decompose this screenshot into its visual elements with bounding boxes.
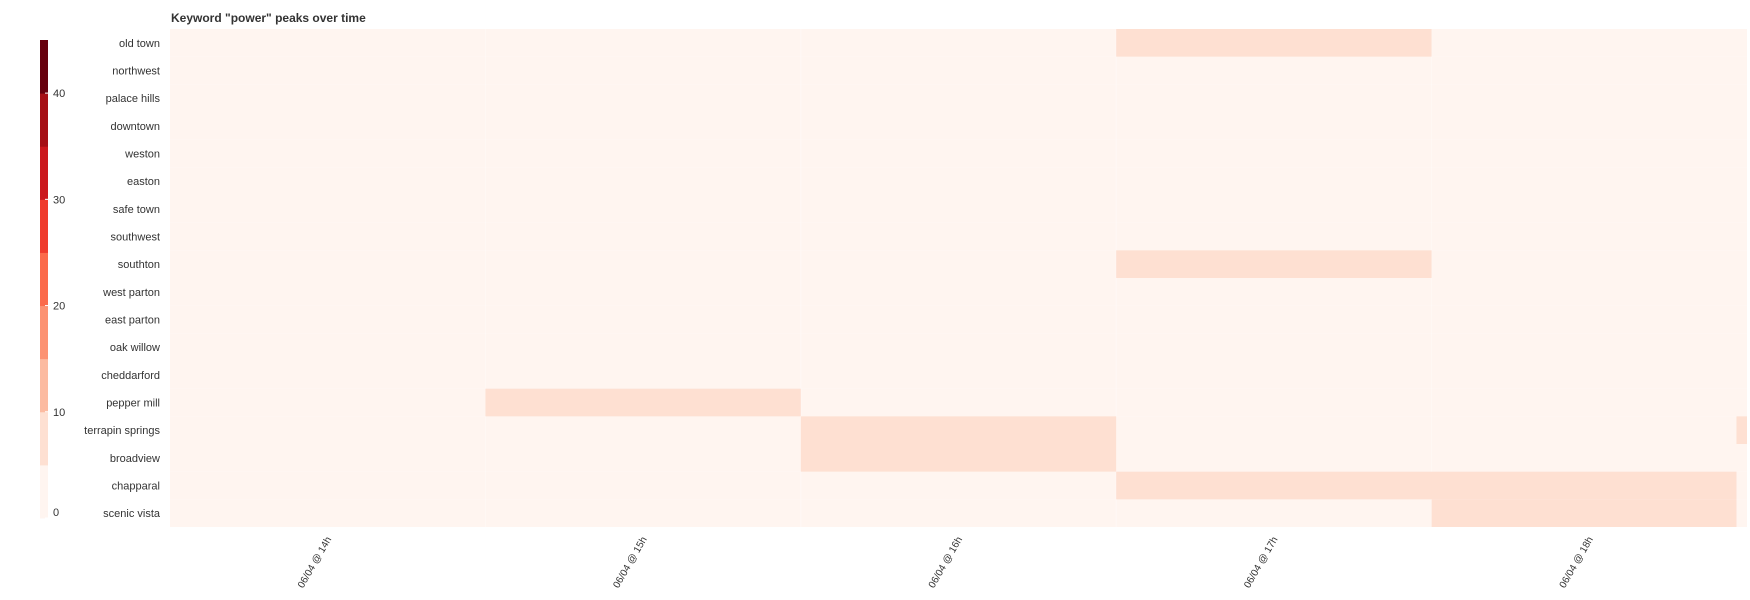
- y-tick-label: broadview: [110, 453, 160, 465]
- colorbar-segment: [40, 358, 48, 413]
- y-tick-label: chapparal: [112, 481, 160, 493]
- y-tick-label: safe town: [113, 204, 160, 216]
- colorbar-segment: [40, 411, 48, 466]
- y-tick-label: oak willow: [110, 342, 160, 354]
- colorbar: 0 10 20 30 40: [40, 40, 65, 519]
- heatmap-row-downtown: [170, 112, 1747, 140]
- x-tick-label: 06/04 @ 18h: [1558, 535, 1596, 590]
- colorbar-tick-label: 30: [53, 194, 65, 206]
- heatmap-row-southwest: [170, 222, 1747, 251]
- heatmap-cell-pepper-mill: [485, 388, 801, 417]
- y-tick-label: old town: [119, 38, 160, 50]
- heatmap-grid: [170, 29, 1747, 527]
- x-tick-label: 06/04 @ 15h: [611, 535, 649, 590]
- heatmap-row-southton: [170, 250, 1747, 278]
- heatmap-cell-southton: [1116, 250, 1432, 278]
- y-tick-label: terrapin springs: [84, 425, 160, 437]
- y-tick-label: pepper mill: [106, 398, 160, 410]
- colorbar-segment: [40, 305, 48, 360]
- colorbar-segment: [40, 199, 48, 253]
- heatmap-cell-old-town: [1116, 29, 1432, 57]
- y-tick-label: northwest: [112, 66, 160, 78]
- y-tick-label: southwest: [110, 232, 160, 244]
- colorbar-segment: [40, 464, 48, 519]
- colorbar-segment: [40, 146, 48, 200]
- x-tick: 06/04 @ 14h: [296, 535, 334, 590]
- x-axis-labels: 06/04 @ 14h 06/04 @ 15h 06/04 @ 16h 06/04 @…: [296, 535, 1596, 590]
- y-tick-label: scenic vista: [103, 508, 161, 520]
- y-tick-label: easton: [127, 176, 160, 188]
- y-tick-label: cheddarford: [101, 370, 160, 382]
- x-tick: 06/04 @ 18h: [1558, 535, 1596, 590]
- heatmap-row-easton: [170, 167, 1747, 195]
- heatmap-cell-terrapin-springs: [1736, 416, 1747, 444]
- colorbar-segment: [40, 252, 48, 307]
- heatmap-cell-terrapin-springs: [800, 416, 1117, 444]
- colorbar-tick-label: 40: [53, 88, 65, 100]
- x-tick-label: 06/04 @ 17h: [1242, 535, 1280, 590]
- heatmap-row-west-parton: [170, 278, 1747, 306]
- y-tick-label: downtown: [110, 121, 160, 133]
- colorbar-segment: [40, 93, 48, 147]
- heatmap-row-palace-hills: [170, 84, 1747, 112]
- colorbar-tick-label: 20: [53, 301, 65, 313]
- x-tick: 06/04 @ 17h: [1242, 535, 1280, 590]
- heatmap-row-pepper-mill: [170, 388, 1747, 417]
- y-tick-label: west parton: [102, 287, 160, 299]
- y-axis-labels: old town northwest palace hills downtown wes…: [84, 38, 161, 520]
- colorbar-segment: [40, 40, 48, 94]
- heatmap-row-northwest: [170, 56, 1747, 85]
- heatmap-row-east-parton: [170, 305, 1747, 334]
- x-tick: 06/04 @ 15h: [611, 535, 649, 590]
- chart-title: Keyword "power" peaks over time: [171, 11, 366, 25]
- heatmap-row-cheddarford: [170, 361, 1747, 389]
- y-tick-label: southton: [118, 259, 160, 271]
- heatmap-cell-scenic-vista: [1431, 499, 1737, 527]
- heatmap-row-old-town: [170, 29, 1747, 57]
- y-tick-label: east parton: [105, 315, 160, 327]
- y-tick-label: weston: [124, 149, 160, 161]
- heatmap-cell-chapparal: [1116, 471, 1737, 500]
- colorbar-tick-label: 10: [53, 407, 65, 419]
- x-tick-label: 06/04 @ 16h: [927, 535, 965, 590]
- heatmap-row-weston: [170, 139, 1747, 168]
- colorbar-tick-label: 0: [53, 507, 59, 519]
- x-tick: 06/04 @ 16h: [927, 535, 965, 590]
- x-tick-label: 06/04 @ 14h: [296, 535, 334, 590]
- y-tick-label: palace hills: [106, 93, 161, 105]
- heatmap-row-safe-town: [170, 195, 1747, 223]
- heatmap-cell-broadview: [800, 444, 1117, 472]
- heatmap-row-oak-willow: [170, 333, 1747, 361]
